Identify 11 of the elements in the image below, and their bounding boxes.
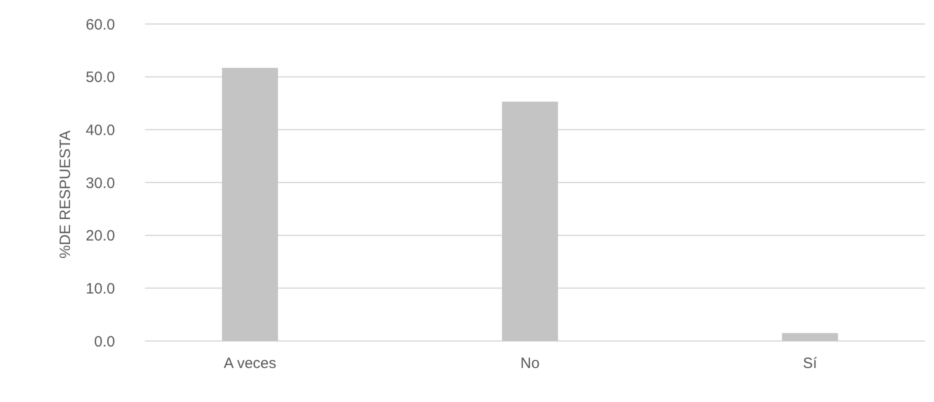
y-tick-label: 0.0 [94, 333, 115, 350]
x-tick-label: Sí [802, 355, 818, 372]
y-tick-label: 40.0 [86, 122, 115, 139]
y-tick-label: 10.0 [86, 280, 115, 298]
y-axis-title: %DE RESPUESTA [57, 130, 74, 259]
y-tick-label: 30.0 [86, 174, 115, 192]
x-tick-label: A veces [224, 355, 276, 372]
y-tick-label: 20.0 [86, 228, 115, 245]
x-tick-label: No [520, 355, 540, 372]
y-tick-label: 60.0 [86, 16, 115, 34]
y-tick-label: 50.0 [86, 69, 115, 86]
